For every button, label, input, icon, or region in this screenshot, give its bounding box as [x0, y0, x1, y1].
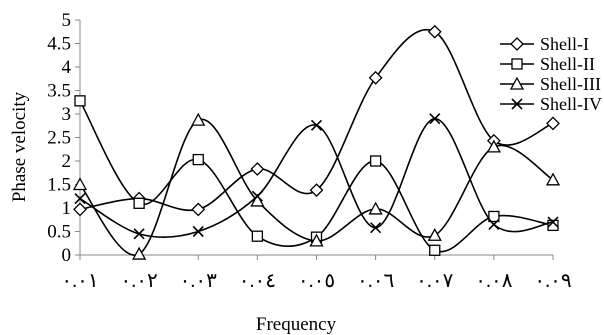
y-tick-label: 1.5: [47, 175, 71, 196]
x-axis-ticks: ٠.٠١ ٠.٠٢ ٠.٠٣ ٠.٠٤ ٠.٠٥ ٠.٠٦ ٠.٠٧ ٠.٠٨ ٠.٠٩: [61, 255, 572, 292]
legend-entry: Shell-I: [500, 34, 589, 54]
legend-label: Shell-IV: [540, 94, 602, 114]
y-tick-label: 3: [62, 104, 72, 125]
axes: [79, 20, 553, 256]
data-point-triangle: [250, 193, 265, 207]
data-point-x: [133, 228, 145, 240]
y-tick-label: 2.5: [47, 128, 71, 149]
data-point-triangle: [132, 246, 147, 260]
x-tick-label: ٠.٠٣: [180, 270, 217, 292]
y-tick-label: 4: [62, 57, 72, 78]
series-shell-i: [73, 24, 560, 217]
data-point-square: [369, 155, 382, 167]
data-point-triangle: [368, 201, 383, 215]
series-line: [79, 28, 554, 212]
data-point-diamond: [427, 24, 442, 39]
data-point-x: [251, 190, 263, 202]
data-point-triangle: [72, 177, 88, 191]
legend-label: Shell-III: [540, 74, 601, 94]
x-tick-label: ٠.٠٢: [121, 270, 158, 292]
y-tick-label: 5: [62, 10, 72, 31]
data-point-x: [547, 216, 559, 228]
y-axis-ticks: 00.5 11.5 22.5 33.5 44.5 5: [47, 10, 80, 266]
x-tick-label: ٠.٠٩: [534, 270, 571, 292]
series-shell-ii: [74, 95, 559, 256]
data-point-x: [74, 193, 86, 205]
y-tick-label: 1: [62, 198, 72, 219]
data-point-x: [488, 218, 500, 231]
y-tick-label: 0: [62, 245, 72, 266]
y-tick-label: 2: [62, 151, 72, 172]
data-point-triangle: [486, 139, 501, 153]
series-line: [79, 117, 554, 238]
x-tick-label: ٠.٠١: [61, 270, 98, 292]
data-point-diamond: [368, 70, 383, 85]
data-point-triangle: [427, 227, 442, 241]
data-point-diamond: [191, 202, 206, 217]
y-tick-label: 0.5: [47, 222, 71, 243]
data-point-triangle: [309, 233, 324, 247]
data-point-square: [133, 197, 145, 209]
legend-marker-x: [511, 98, 523, 110]
x-tick-label: ٠.٠٤: [239, 270, 276, 292]
data-point-diamond: [250, 162, 265, 176]
data-point-square: [488, 210, 500, 223]
data-point-triangle: [191, 112, 206, 126]
data-point-x: [310, 119, 323, 131]
data-point-square: [192, 153, 204, 166]
data-point-x: [192, 225, 204, 238]
data-point-x: [370, 222, 382, 234]
data-point-square: [429, 244, 441, 256]
legend-entry: Shell-III: [500, 74, 601, 94]
x-tick-label: ٠.٠٨: [475, 270, 512, 292]
x-tick-label: ٠.٠٦: [357, 270, 394, 292]
data-point-square: [74, 95, 86, 107]
legend-marker-square: [511, 58, 523, 70]
x-axis-title: Frequency: [256, 314, 337, 335]
data-point-diamond: [73, 202, 87, 217]
y-tick-label: 3.5: [47, 81, 71, 102]
data-point-x: [429, 113, 441, 125]
legend-entry: Shell-II: [500, 54, 595, 74]
legend-label: Shell-II: [540, 54, 595, 74]
series-layer: [72, 24, 561, 260]
y-tick-label: 4.5: [47, 34, 71, 55]
data-point-triangle: [545, 172, 561, 186]
legend-marker-triangle: [509, 76, 525, 90]
data-point-square: [547, 219, 559, 232]
legend-marker-diamond: [510, 37, 524, 51]
y-axis-title: Phase velocity: [9, 91, 30, 202]
x-tick-label: ٠.٠٥: [298, 270, 335, 292]
data-point-diamond: [309, 183, 324, 198]
series-shell-iv: [74, 113, 559, 240]
legend-label: Shell-I: [540, 34, 589, 54]
x-tick-label: ٠.٠٧: [416, 270, 453, 292]
data-point-square: [251, 230, 264, 242]
legend-entry: Shell-IV: [500, 94, 602, 114]
data-point-diamond: [546, 116, 560, 131]
